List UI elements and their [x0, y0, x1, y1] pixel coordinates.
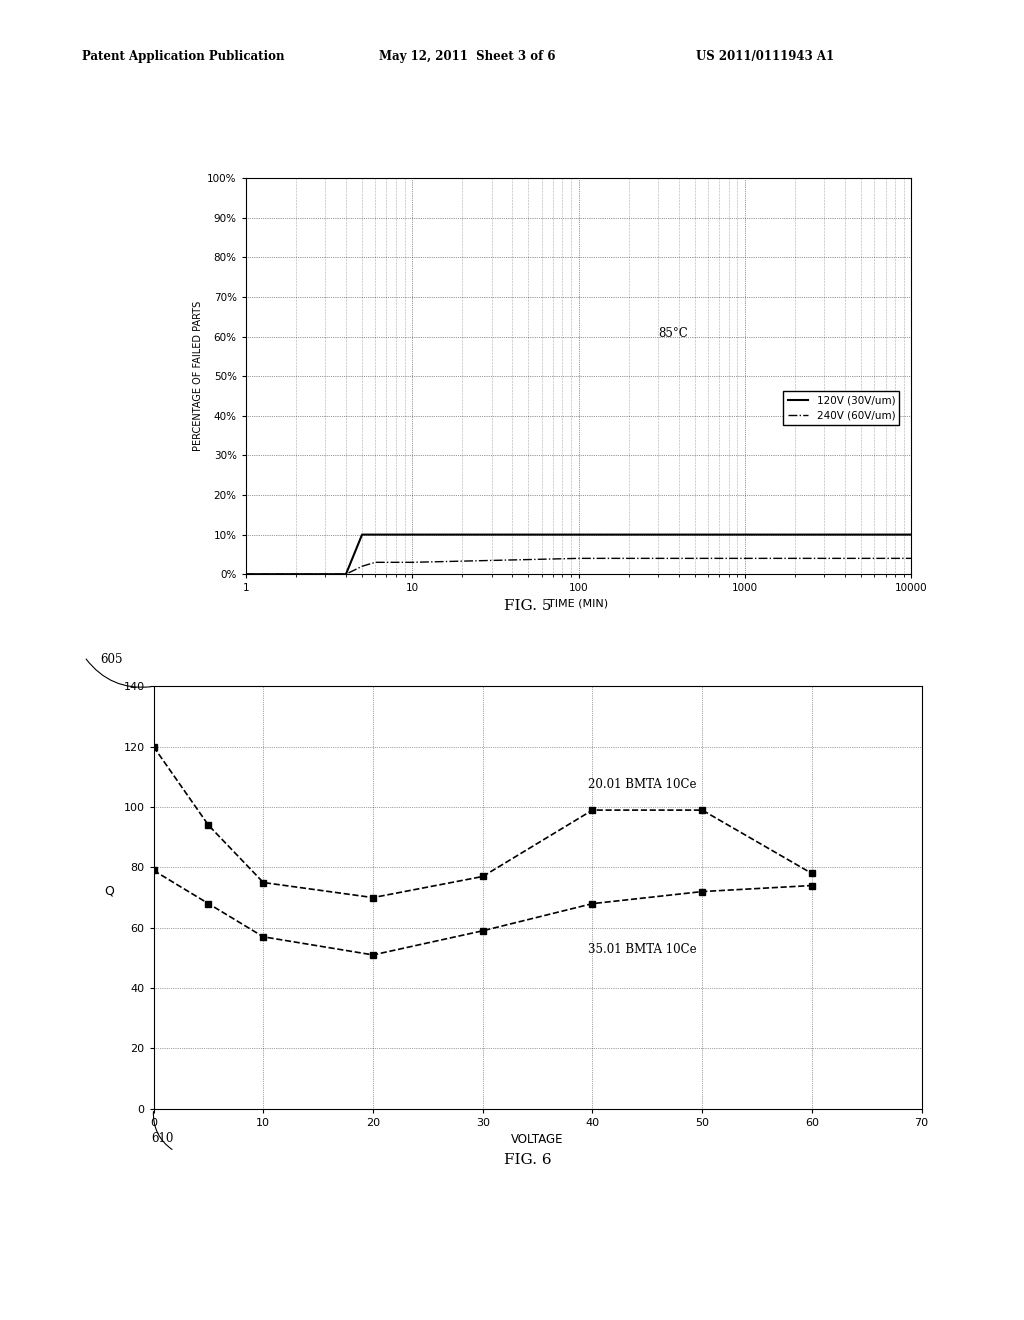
Text: FIG. 5: FIG. 5	[504, 599, 551, 612]
120V (30V/um)	[369, 527, 381, 543]
20.01 BMTA 10Ce	[367, 890, 379, 906]
35.01 BMTA 10Ce	[203, 896, 215, 912]
20.01 BMTA 10Ce	[476, 869, 488, 884]
35.01 BMTA 10Ce	[806, 878, 818, 894]
Text: FIG. 6: FIG. 6	[504, 1154, 551, 1167]
240V (60V/um)	[340, 566, 352, 582]
120V (30V/um)	[240, 566, 252, 582]
240V (60V/um)	[905, 550, 918, 566]
240V (60V/um)	[406, 554, 418, 570]
Text: May 12, 2011  Sheet 3 of 6: May 12, 2011 Sheet 3 of 6	[379, 50, 555, 63]
240V (60V/um)	[390, 554, 402, 570]
35.01 BMTA 10Ce	[696, 883, 709, 899]
X-axis label: TIME (MIN): TIME (MIN)	[549, 599, 608, 609]
240V (60V/um)	[369, 554, 381, 570]
Text: 85°C: 85°C	[658, 326, 688, 339]
20.01 BMTA 10Ce	[806, 866, 818, 882]
20.01 BMTA 10Ce	[696, 803, 709, 818]
35.01 BMTA 10Ce	[367, 946, 379, 962]
120V (30V/um)	[340, 566, 352, 582]
X-axis label: VOLTAGE: VOLTAGE	[511, 1134, 564, 1146]
240V (60V/um)	[739, 550, 752, 566]
120V (30V/um)	[739, 527, 752, 543]
35.01 BMTA 10Ce	[476, 923, 488, 939]
Line: 35.01 BMTA 10Ce: 35.01 BMTA 10Ce	[151, 867, 815, 958]
120V (30V/um)	[380, 527, 392, 543]
120V (30V/um)	[572, 527, 585, 543]
35.01 BMTA 10Ce	[257, 929, 269, 945]
240V (60V/um)	[572, 550, 585, 566]
Line: 120V (30V/um): 120V (30V/um)	[246, 535, 911, 574]
20.01 BMTA 10Ce	[257, 875, 269, 891]
120V (30V/um)	[390, 527, 402, 543]
Text: 35.01 BMTA 10Ce: 35.01 BMTA 10Ce	[588, 942, 696, 956]
Text: Patent Application Publication: Patent Application Publication	[82, 50, 285, 63]
120V (30V/um)	[406, 527, 418, 543]
Text: 20.01 BMTA 10Ce: 20.01 BMTA 10Ce	[588, 777, 696, 791]
Y-axis label: Q: Q	[104, 884, 115, 898]
20.01 BMTA 10Ce	[147, 739, 160, 755]
35.01 BMTA 10Ce	[147, 862, 160, 878]
120V (30V/um)	[356, 527, 369, 543]
Text: 605: 605	[100, 652, 123, 665]
Y-axis label: PERCENTAGE OF FAILED PARTS: PERCENTAGE OF FAILED PARTS	[194, 301, 203, 451]
Line: 240V (60V/um): 240V (60V/um)	[246, 558, 911, 574]
240V (60V/um)	[240, 566, 252, 582]
Text: US 2011/0111943 A1: US 2011/0111943 A1	[696, 50, 835, 63]
120V (30V/um)	[905, 527, 918, 543]
240V (60V/um)	[356, 558, 369, 574]
Line: 20.01 BMTA 10Ce: 20.01 BMTA 10Ce	[151, 744, 815, 900]
Legend: 120V (30V/um), 240V (60V/um): 120V (30V/um), 240V (60V/um)	[783, 391, 899, 425]
20.01 BMTA 10Ce	[203, 817, 215, 833]
35.01 BMTA 10Ce	[587, 896, 599, 912]
Text: 610: 610	[152, 1131, 174, 1144]
20.01 BMTA 10Ce	[587, 803, 599, 818]
240V (60V/um)	[380, 554, 392, 570]
